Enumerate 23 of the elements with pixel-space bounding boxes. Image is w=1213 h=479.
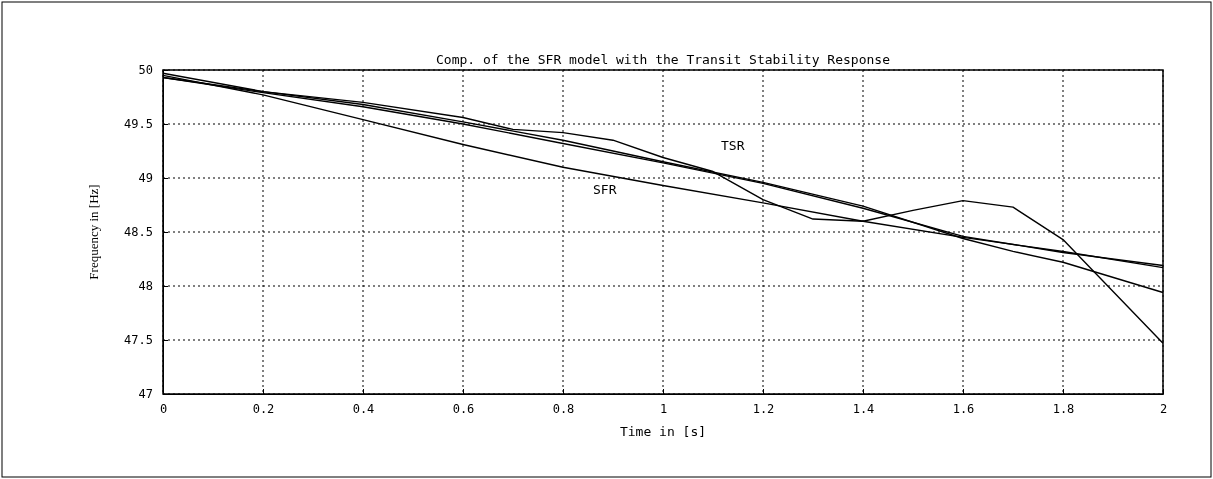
x-tick-label: 0.4 bbox=[352, 401, 375, 416]
x-axis-title: Time in [s] bbox=[619, 424, 707, 439]
x-tick-label: 2 bbox=[1159, 401, 1168, 416]
y-axis-title: Frequency in [Hz] bbox=[86, 184, 101, 280]
chart-title: Comp. of the SFR model with the Transit Stability Response bbox=[436, 52, 891, 67]
x-tick-label: 1.4 bbox=[852, 401, 875, 416]
x-tick-label: 1 bbox=[659, 401, 668, 416]
y-tick-label: 50 bbox=[138, 63, 153, 78]
x-tick-label: 1.2 bbox=[752, 401, 775, 416]
y-tick-label: 49.5 bbox=[124, 117, 153, 132]
x-tick-label: 0.6 bbox=[452, 401, 475, 416]
y-tick-label: 49 bbox=[138, 171, 153, 186]
x-tick-label: 0.2 bbox=[252, 401, 275, 416]
series-label: SFR bbox=[593, 181, 617, 197]
y-tick-label: 47.5 bbox=[124, 333, 153, 348]
x-tick-label: 0 bbox=[159, 401, 168, 416]
y-tick-label: 47 bbox=[138, 387, 153, 402]
series-label: TSR bbox=[721, 137, 745, 153]
x-tick-label: 0.8 bbox=[552, 401, 575, 416]
x-tick-label: 1.8 bbox=[1052, 401, 1075, 416]
y-tick-label: 48 bbox=[138, 279, 153, 294]
y-tick-label: 48.5 bbox=[124, 225, 153, 240]
x-tick-label: 1.6 bbox=[952, 401, 975, 416]
